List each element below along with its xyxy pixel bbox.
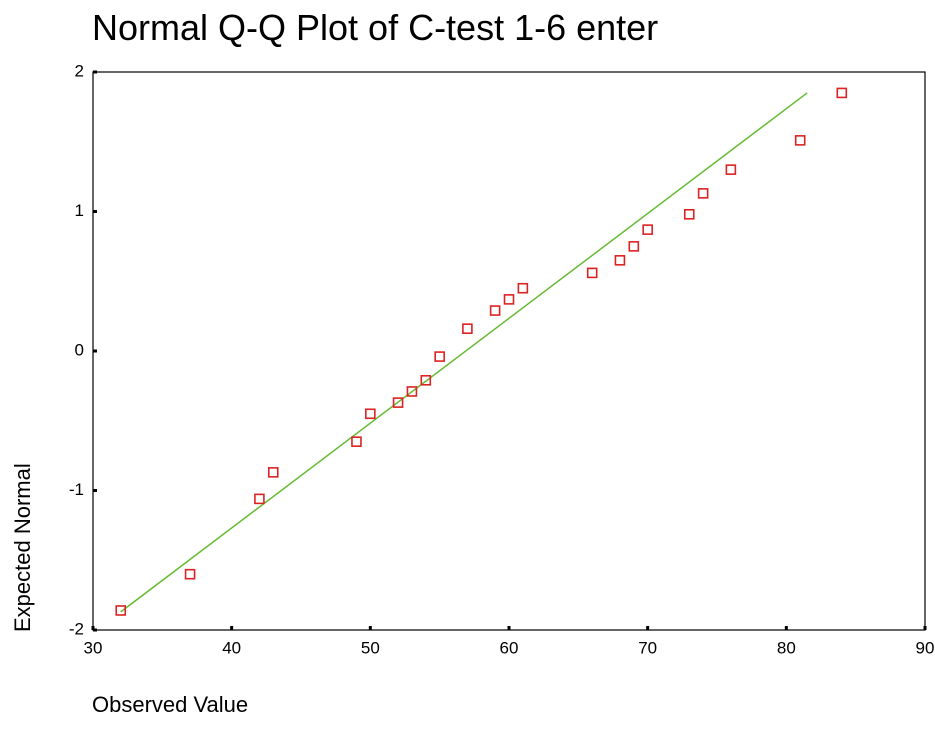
x-tick-label: 90 — [916, 638, 935, 657]
point — [836, 87, 848, 99]
point — [462, 323, 473, 334]
chart-title: Normal Q-Q Plot of C-test 1-6 enter — [92, 7, 658, 48]
point — [434, 351, 445, 362]
point — [420, 374, 432, 386]
point — [392, 397, 404, 408]
plot-frame — [92, 71, 926, 631]
point — [503, 294, 515, 305]
y-axis-label: Expected Normal — [10, 463, 35, 632]
point — [115, 605, 127, 616]
point — [794, 135, 806, 146]
point — [628, 241, 640, 252]
point — [586, 267, 598, 279]
point — [725, 164, 737, 175]
y-tick-label: -1 — [69, 480, 84, 499]
point — [697, 188, 709, 199]
x-tick-label: 80 — [777, 638, 796, 657]
reference-line — [120, 92, 808, 613]
point — [614, 255, 626, 266]
point — [642, 224, 653, 235]
x-tick-label: 50 — [361, 638, 380, 657]
x-tick-label: 60 — [500, 638, 519, 657]
x-axis-label: Observed Value — [92, 692, 248, 717]
y-tick-label: 0 — [75, 340, 84, 359]
y-tick-label: -2 — [69, 619, 84, 638]
point — [406, 386, 418, 397]
point — [267, 467, 279, 478]
x-tick-label: 70 — [638, 638, 657, 657]
x-tick-label: 30 — [84, 638, 103, 657]
point — [254, 493, 265, 505]
point — [683, 208, 695, 220]
x-tick-label: 40 — [222, 638, 241, 657]
point — [365, 408, 376, 420]
y-tick-label: 2 — [75, 61, 84, 80]
point — [351, 436, 362, 447]
y-tick-label: 1 — [75, 201, 84, 220]
point — [489, 305, 501, 316]
point — [184, 568, 196, 580]
point — [517, 282, 529, 294]
